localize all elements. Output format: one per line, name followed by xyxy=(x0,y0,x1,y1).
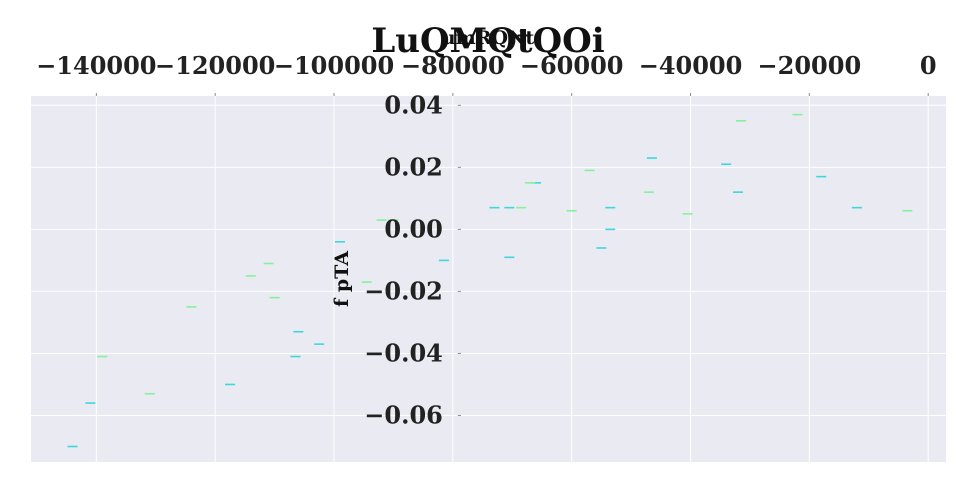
x-tick-label: −80000 xyxy=(401,51,505,80)
x-tick-label: −20000 xyxy=(758,51,862,80)
plot-background xyxy=(31,96,946,462)
y-tick-label: −0.02 xyxy=(364,276,443,305)
y-tick-label: 0.02 xyxy=(384,152,442,181)
y-axis-label: f pTA xyxy=(331,251,353,307)
data-points xyxy=(67,113,913,448)
x-tick-label: −140000 xyxy=(36,51,156,80)
axes xyxy=(95,93,929,416)
x-tick-label: −40000 xyxy=(639,51,743,80)
tick-labels: −140000−120000−100000 −80000 −60000 −40000−… xyxy=(36,51,936,429)
x-tick-label: 0 xyxy=(920,51,937,80)
x-tick-label: −60000 xyxy=(520,51,624,80)
y-tick-label: −0.06 xyxy=(364,400,443,429)
x-tick-label: −120000 xyxy=(155,51,275,80)
x-tick-label: −100000 xyxy=(274,51,394,80)
x-axis-label: umRQNt xyxy=(442,27,535,49)
y-tick-label: 0.04 xyxy=(384,90,442,119)
chart-title: LuQMQtQOi xyxy=(371,21,604,61)
y-tick-label: 0.00 xyxy=(384,214,442,243)
y-tick-label: −0.04 xyxy=(364,338,443,367)
gridlines xyxy=(31,96,946,462)
